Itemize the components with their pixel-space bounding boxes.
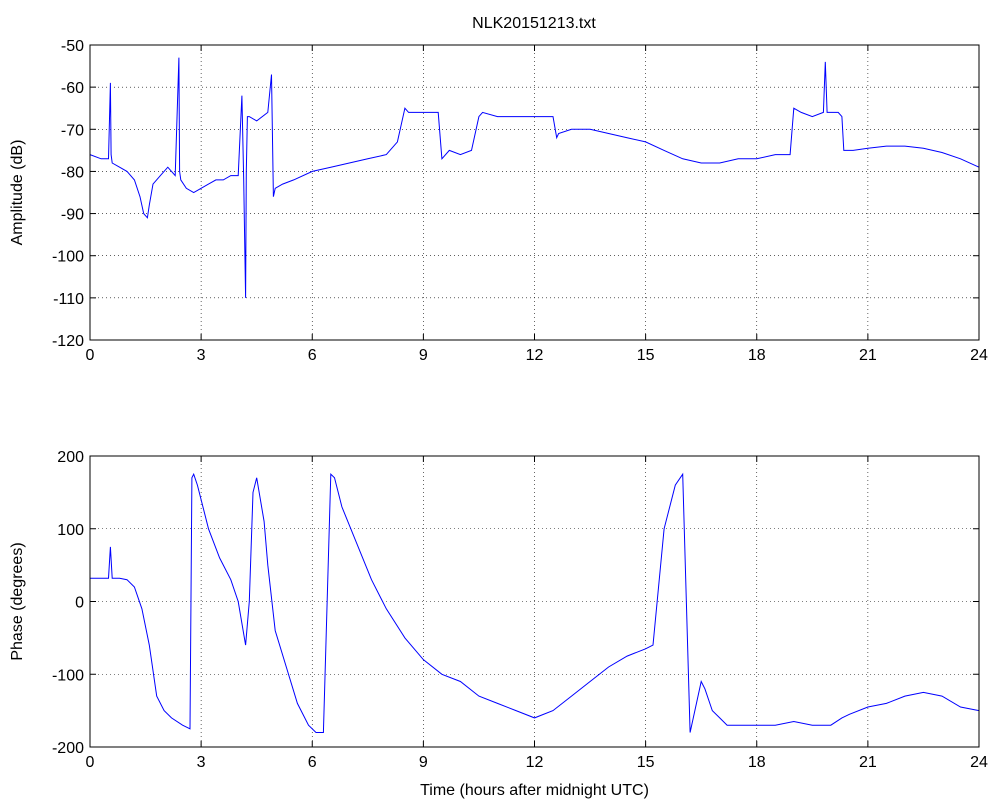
phase-ticks: 0 3 6 9 12 15 18 21 24 200 100 0 -100 -200 [52,449,988,771]
y-tick-label: 200 [57,449,84,466]
x-tick-label: 6 [308,754,317,771]
amplitude-series-line [89,57,980,298]
y-tick-label: -120 [52,333,84,350]
amplitude-chart: 0 3 6 9 12 15 18 21 24 -50 -60 -70 -80 -90 -100 -110 -12… [9,38,988,364]
y-tick-label: -100 [52,667,84,684]
x-tick-label: 15 [637,754,655,771]
x-tick-label: 18 [748,347,766,364]
x-tick-label: 18 [748,754,766,771]
x-tick-label: 24 [970,754,988,771]
phase-x-axis-label: Time (hours after midnight UTC) [420,782,649,799]
phase-grid [90,456,979,747]
y-tick-label: -80 [61,164,84,181]
y-tick-label: -100 [52,249,84,266]
phase-y-axis-label: Phase (degrees) [9,542,26,660]
x-tick-label: 9 [419,347,428,364]
x-tick-label: 15 [637,347,655,364]
x-tick-label: 3 [197,347,206,364]
x-tick-label: 12 [526,754,544,771]
y-tick-label: -110 [53,291,84,308]
x-tick-label: 12 [526,347,544,364]
x-tick-label: 0 [86,754,95,771]
x-tick-label: 6 [308,347,317,364]
amplitude-grid [90,45,979,340]
y-tick-label: -200 [52,740,84,757]
x-tick-label: 3 [197,754,206,771]
y-tick-label: -70 [61,122,84,139]
x-tick-label: 0 [86,347,95,364]
phase-chart: 0 3 6 9 12 15 18 21 24 200 100 0 -100 -200 Phase (deg… [9,449,988,799]
y-tick-label: -60 [61,80,84,97]
y-tick-label: -50 [61,38,84,55]
x-tick-label: 9 [419,754,428,771]
y-tick-label: -90 [61,207,84,224]
x-tick-label: 21 [859,754,877,771]
y-tick-label: 0 [75,595,84,612]
amplitude-ticks: 0 3 6 9 12 15 18 21 24 -50 -60 -70 -80 -90 -100 -110 -12… [52,38,988,364]
y-tick-label: 100 [57,522,84,539]
x-tick-label: 24 [970,347,988,364]
phase-series-line [90,472,980,733]
amplitude-y-axis-label: Amplitude (dB) [9,140,26,246]
figure-title: NLK20151213.txt [472,15,596,32]
x-tick-label: 21 [859,347,877,364]
